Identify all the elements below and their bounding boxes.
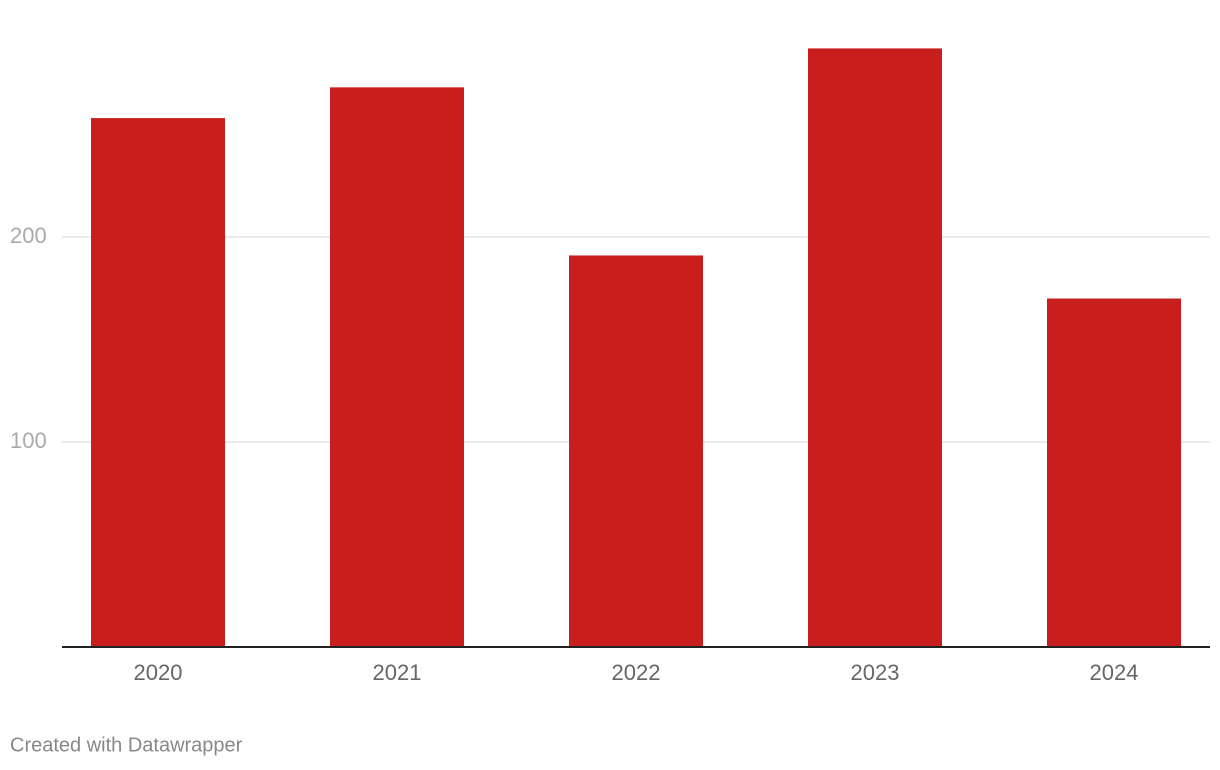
x-tick-label: 2021: [373, 660, 422, 685]
y-tick-label: 100: [10, 428, 47, 453]
x-tick-label: 2022: [612, 660, 661, 685]
x-tick-label: 2020: [134, 660, 183, 685]
x-tick-label: 2023: [851, 660, 900, 685]
y-tick-label: 200: [10, 223, 47, 248]
x-tick-label: 2024: [1090, 660, 1139, 685]
bar: [330, 87, 464, 648]
bar: [91, 118, 225, 648]
bar: [808, 48, 942, 647]
credit: Created with Datawrapper: [10, 734, 243, 756]
bar: [1047, 298, 1181, 647]
bar: [569, 255, 703, 647]
